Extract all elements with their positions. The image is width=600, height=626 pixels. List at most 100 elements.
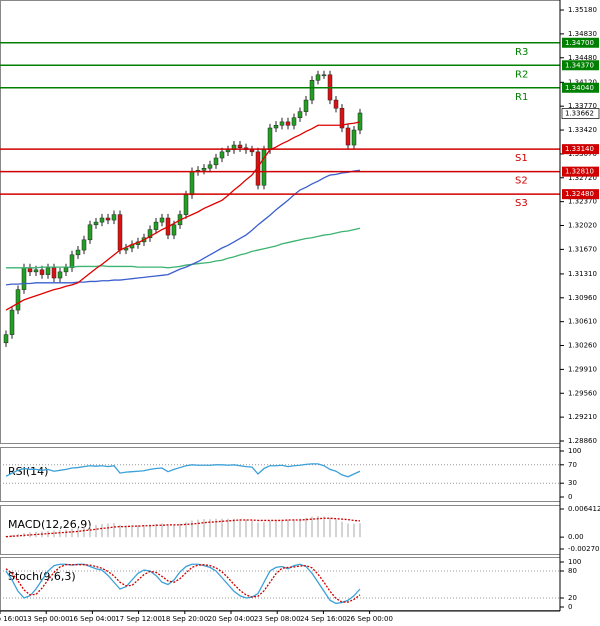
x-tick-label: 12 Sep 16:00 — [0, 615, 23, 623]
candle-body — [225, 149, 231, 153]
candle-body — [207, 164, 213, 169]
y-tick-label: -0.002701 — [568, 545, 600, 553]
y-tick-label: 20 — [568, 594, 577, 602]
level-name: R2 — [515, 69, 528, 80]
y-tick-label: 1.32720 — [568, 174, 597, 182]
candle-body — [351, 129, 357, 146]
y-tick-label: 1.28860 — [568, 437, 597, 445]
x-tick-label: 13 Sep 00:00 — [23, 615, 70, 623]
macd-signal — [5, 517, 361, 538]
y-tick-label: 1.29910 — [568, 365, 597, 373]
y-tick-label: 1.34120 — [568, 78, 597, 86]
y-tick-label: 1.33420 — [568, 126, 597, 134]
indicator-line — [5, 564, 361, 603]
level-price: 1.33140 — [565, 145, 594, 153]
x-tick-label: 24 Sep 16:00 — [300, 615, 347, 623]
indicator-line — [5, 563, 361, 605]
candle-body — [213, 157, 219, 166]
candle-body — [39, 269, 45, 275]
candle-body — [117, 214, 123, 251]
candle-body — [69, 254, 75, 269]
candle-body — [357, 112, 363, 131]
candle-body — [303, 99, 309, 112]
y-tick-label: 0.00 — [568, 533, 584, 541]
candle-body — [339, 107, 345, 129]
candle-body — [87, 224, 93, 241]
y-tick-label: 1.33770 — [568, 102, 597, 110]
level-name: R3 — [515, 47, 528, 58]
y-tick-label: 1.34480 — [568, 54, 597, 62]
candle-body — [3, 334, 9, 344]
level-name: S1 — [515, 153, 528, 164]
x-tick-label: 23 Sep 08:00 — [254, 615, 301, 623]
y-tick-label: 0.006412 — [568, 505, 600, 513]
candle-body — [279, 121, 285, 126]
panel-title: Stoch(9,6,3) — [8, 570, 76, 583]
candle-body — [321, 74, 327, 77]
last-price: 1.33662 — [565, 110, 594, 118]
candle-body — [147, 229, 153, 239]
candle-body — [63, 267, 69, 273]
level-price-box — [562, 189, 599, 200]
x-tick-label: 26 Sep 00:00 — [346, 615, 393, 623]
indicator-line — [5, 463, 361, 478]
panel-title: MACD(12,26,9) — [8, 518, 92, 531]
y-tick-label: 80 — [568, 567, 577, 575]
y-tick-label: 30 — [568, 479, 577, 487]
candle-body — [21, 267, 27, 290]
candle-body — [309, 80, 315, 101]
candle-body — [111, 214, 117, 221]
x-tick-label: 18 Sep 20:00 — [161, 615, 208, 623]
candle-body — [267, 127, 273, 151]
candle-body — [33, 269, 39, 273]
level-price-box — [562, 166, 599, 177]
level-price-box — [562, 82, 599, 93]
candle-body — [333, 99, 339, 109]
candle-body — [159, 217, 165, 223]
candle-body — [237, 144, 243, 149]
candle-body — [189, 171, 195, 196]
candle-body — [81, 239, 87, 251]
candle-body — [57, 271, 63, 279]
candle-body — [297, 111, 303, 119]
candle-body — [15, 289, 21, 311]
level-name: S3 — [515, 198, 528, 209]
y-tick-label: 1.30260 — [568, 342, 597, 350]
y-tick-label: 1.32020 — [568, 222, 597, 230]
candle-body — [51, 267, 57, 279]
panel-title: RSI(14) — [8, 465, 48, 478]
y-tick-label: 1.34830 — [568, 30, 597, 38]
x-tick-label: 17 Sep 12:00 — [115, 615, 162, 623]
level-price-box — [562, 60, 599, 71]
level-name: S2 — [515, 176, 528, 187]
y-tick-label: 1.29560 — [568, 389, 597, 397]
moving-average — [5, 121, 361, 311]
candle-body — [171, 224, 177, 236]
candle-body — [99, 217, 105, 223]
x-tick-label: 20 Sep 04:00 — [208, 615, 255, 623]
candle-body — [201, 167, 207, 171]
candle-body — [93, 221, 99, 226]
y-tick-label: 0 — [568, 603, 572, 611]
y-tick-label: 1.30610 — [568, 318, 597, 326]
level-price: 1.34370 — [565, 61, 594, 69]
candle-body — [105, 217, 111, 221]
level-price: 1.32480 — [565, 190, 594, 198]
y-tick-label: 1.30960 — [568, 294, 597, 302]
candle-body — [183, 194, 189, 215]
candle-body — [75, 249, 81, 256]
last-price-box — [561, 108, 600, 119]
candle-body — [285, 121, 291, 126]
candle-body — [345, 127, 351, 146]
y-tick-label: 100 — [568, 447, 581, 455]
moving-average — [5, 169, 361, 286]
y-tick-label: 1.32370 — [568, 198, 597, 206]
x-tick-label: 16 Sep 04:00 — [69, 615, 116, 623]
candle-body — [315, 74, 321, 81]
candle-body — [45, 267, 51, 275]
candle-body — [153, 221, 159, 230]
candle-body — [219, 151, 225, 159]
level-price: 1.34700 — [565, 39, 594, 47]
